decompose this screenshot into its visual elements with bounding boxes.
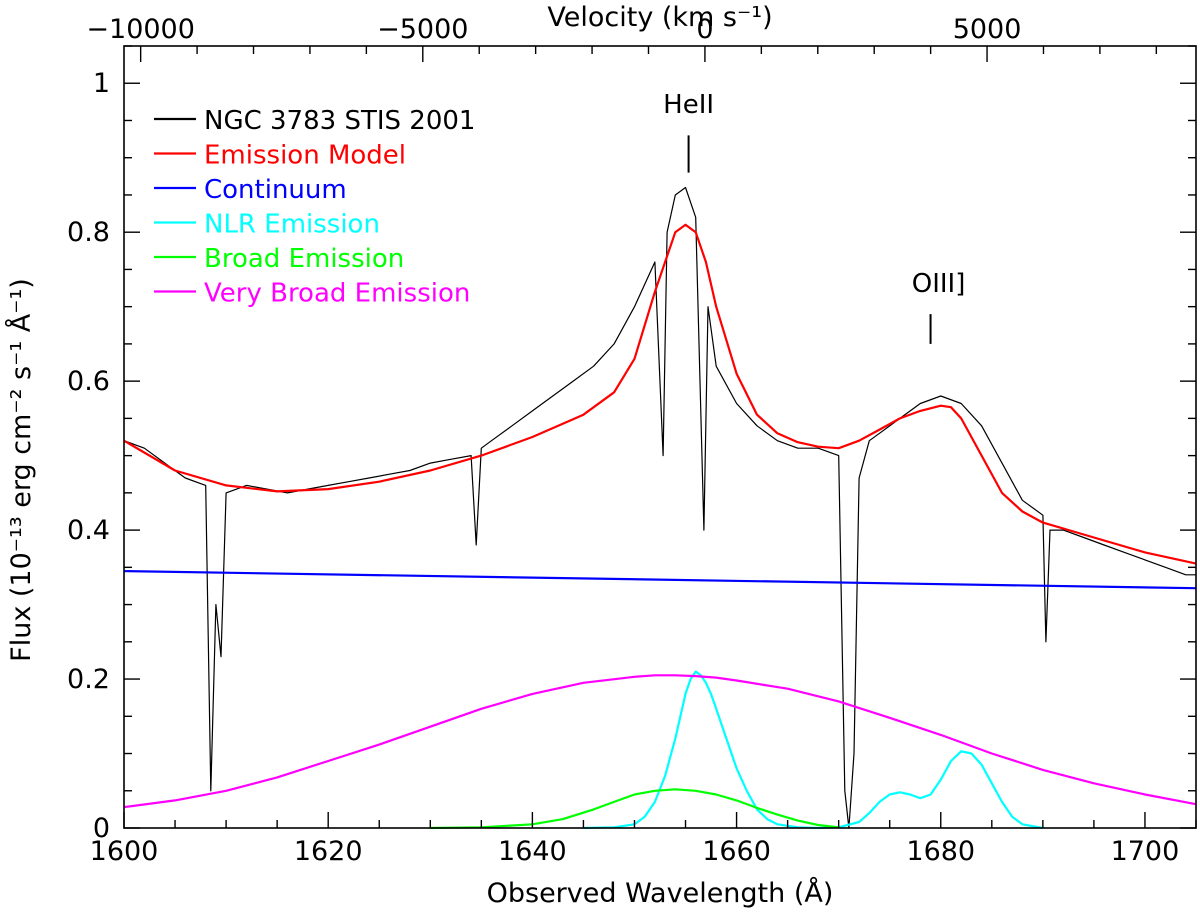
line-annotations: HeII OIII]: [663, 90, 965, 344]
top-tick-label: −10000: [86, 14, 195, 45]
annotation-label-1: OIII]: [912, 269, 966, 299]
plot-frame: [123, 45, 1197, 829]
x-axis-title: Observed Wavelength (Å): [487, 877, 834, 909]
y-tick-label: 0.2: [67, 664, 110, 695]
plot-marks: [123, 186, 1197, 830]
series-line-5: [123, 674, 1197, 809]
legend-label-2: Continuum: [204, 175, 347, 205]
y-tick-label: 0: [93, 813, 110, 844]
annotation-label-0: HeII: [663, 90, 714, 120]
legend-label-3: NLR Emission: [204, 210, 380, 240]
top-tick-label: 0: [696, 14, 713, 45]
y-tick-label: 0.8: [67, 217, 110, 248]
x-tick-label: 1600: [90, 836, 159, 867]
top-tick-label: 5000: [953, 14, 1022, 45]
legend-label-4: Broad Emission: [204, 244, 404, 274]
x-tick-label: 1640: [498, 836, 567, 867]
series-line-1: [123, 223, 1197, 565]
y-tick-label: 0.6: [67, 366, 110, 397]
legend-label-0: NGC 3783 STIS 2001: [204, 106, 475, 136]
x-tick-label: 1700: [1111, 836, 1180, 867]
top-tick-label: −5000: [377, 14, 468, 45]
top-axis-title: Velocity (km s⁻¹): [547, 2, 772, 33]
x-tick-label: 1660: [702, 836, 771, 867]
series-line-4: [430, 788, 839, 830]
y-axis-title: Flux (10⁻¹³ erg cm⁻² s⁻¹ Å⁻¹): [5, 278, 37, 662]
series-line-2: [123, 570, 1197, 590]
axes: 1600 1620 1640 1660 1680 1700 0 0.2 0.4 0.6 0.8 1 −1…: [67, 14, 1197, 867]
y-tick-label: 0.4: [67, 515, 110, 546]
x-tick-label: 1680: [906, 836, 975, 867]
x-tick-label: 1620: [294, 836, 363, 867]
y-tick-label: 1: [93, 68, 110, 99]
legend-label-5: Very Broad Emission: [204, 279, 470, 309]
legend-label-1: Emission Model: [204, 141, 406, 171]
legend: NGC 3783 STIS 2001 Emission Model Continuu…: [154, 106, 475, 309]
